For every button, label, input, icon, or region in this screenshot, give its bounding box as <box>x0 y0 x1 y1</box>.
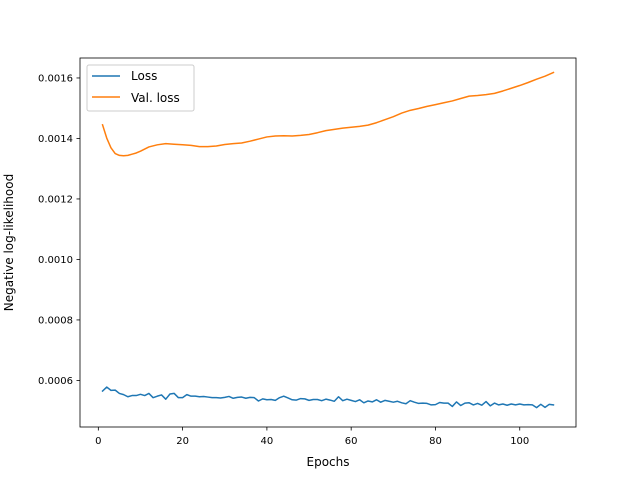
x-tick-label: 0 <box>95 436 101 447</box>
x-tick-label: 20 <box>176 436 189 447</box>
legend: Loss Val. loss <box>86 64 195 112</box>
x-tick-label: 60 <box>345 436 358 447</box>
y-tick-label: 0.0010 <box>38 255 73 266</box>
axis-ticks: 0 20 40 60 80 100 0.0006 0.0008 0.0010 0.0012 0.00… <box>38 73 529 447</box>
y-tick-label: 0.0016 <box>38 73 73 84</box>
y-tick-label: 0.0006 <box>38 376 73 387</box>
y-tick-label: 0.0012 <box>38 194 73 205</box>
x-tick-label: 100 <box>510 436 529 447</box>
legend-label-val-loss: Val. loss <box>131 91 180 105</box>
loss-series-line <box>101 386 555 409</box>
y-tick-label: 0.0008 <box>38 315 73 326</box>
x-tick-label: 40 <box>261 436 274 447</box>
x-axis-label: Epochs <box>307 455 350 469</box>
legend-label-loss: Loss <box>131 69 157 83</box>
y-axis-label: Negative log-likelihood <box>2 174 16 311</box>
val-loss-series-line <box>101 71 555 157</box>
plot-lines <box>101 71 555 409</box>
plot-frame <box>79 57 577 428</box>
y-tick-label: 0.0014 <box>38 134 73 145</box>
x-tick-label: 80 <box>429 436 442 447</box>
